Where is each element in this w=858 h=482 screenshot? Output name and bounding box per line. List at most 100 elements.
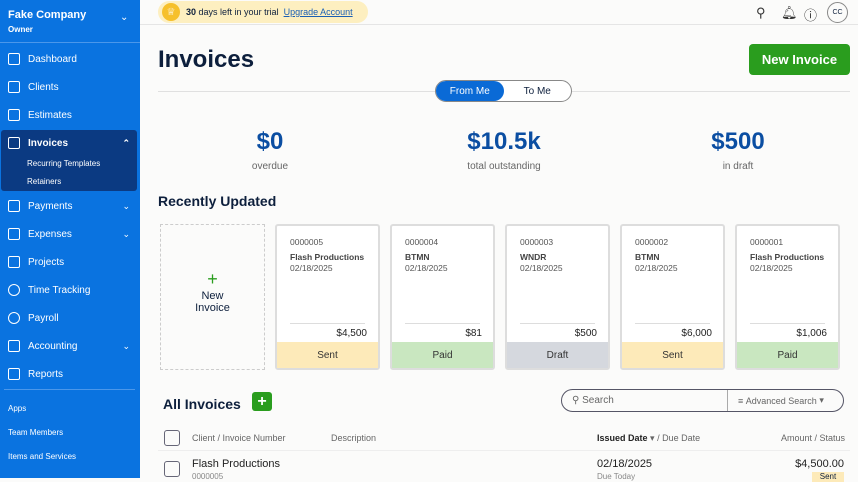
divider	[290, 323, 365, 324]
add-invoice-button[interactable]: +	[252, 392, 272, 411]
invoice-card[interactable]: 0000001 Flash Productions 02/18/2025 $1,…	[735, 224, 840, 370]
sidebar-item-clients[interactable]: Clients	[0, 74, 140, 100]
row-issued: 02/18/2025	[597, 458, 653, 470]
divider	[750, 323, 825, 324]
select-all-checkbox[interactable]	[164, 430, 180, 446]
column-client[interactable]: Client / Invoice Number	[192, 433, 286, 443]
sidebar-item-time-tracking[interactable]: Time Tracking	[0, 277, 140, 303]
client-name: Flash Productions	[750, 252, 825, 262]
invoice-card[interactable]: 0000003 WNDR 02/18/2025 $500 Draft	[505, 224, 610, 370]
column-amount[interactable]: Amount / Status	[780, 433, 845, 443]
invoice-card[interactable]: 0000004 BTMN 02/18/2025 $81 Paid	[390, 224, 495, 370]
client-name: Flash Productions	[290, 252, 365, 262]
bell-icon[interactable]: 🔔︎	[781, 5, 798, 20]
invoice-card[interactable]: 0000005 Flash Productions 02/18/2025 $4,…	[275, 224, 380, 370]
chevron-down-icon: ⌄	[122, 200, 130, 211]
sidebar-item-reports[interactable]: Reports	[0, 361, 140, 387]
sidebar-item-projects[interactable]: Projects	[0, 249, 140, 275]
column-due[interactable]: / Due Date	[657, 433, 701, 443]
sidebar-item-expenses[interactable]: Expenses ⌄	[0, 221, 140, 247]
plus-icon: +	[207, 269, 218, 289]
status-badge: Paid	[737, 342, 838, 368]
status-badge: Sent	[277, 342, 378, 368]
active-section	[1, 130, 137, 191]
page-title: Invoices	[158, 46, 255, 73]
sidebar-item-estimates[interactable]: Estimates	[0, 102, 140, 128]
invoice-number: 0000001	[750, 237, 784, 247]
sidebar-item-invoices[interactable]: Invoices ⌃	[0, 130, 140, 156]
company-switcher[interactable]: Fake Company Owner	[8, 9, 86, 34]
invoice-number: 0000004	[405, 237, 439, 247]
status-badge: Sent	[622, 342, 723, 368]
invoice-card[interactable]: 0000002 BTMN 02/18/2025 $6,000 Sent	[620, 224, 725, 370]
tab-to-me[interactable]: To Me	[523, 85, 551, 97]
column-issued[interactable]: Issued Date	[597, 433, 648, 443]
people-icon	[8, 312, 20, 324]
row-checkbox[interactable]	[164, 461, 180, 477]
invoice-amount: $81	[465, 328, 482, 339]
client-name: WNDR	[520, 252, 547, 262]
column-description[interactable]: Description	[331, 433, 377, 443]
accounting-icon	[8, 340, 20, 352]
invoice-date: 02/18/2025	[635, 263, 678, 273]
divider	[158, 450, 850, 451]
sidebar-item-retainers[interactable]: Retainers	[27, 177, 62, 186]
estimates-icon	[8, 109, 20, 121]
stat-value: $0	[256, 128, 284, 155]
invoice-amount: $500	[574, 328, 597, 339]
label: Projects	[28, 256, 65, 268]
help-icon[interactable]: ⓘ	[804, 8, 818, 23]
chevron-down-icon: ⌄	[122, 228, 130, 239]
sidebar-item-payments[interactable]: Payments ⌄	[0, 193, 140, 219]
label: Clients	[28, 81, 59, 93]
chevron-down-icon[interactable]: ⌄	[120, 12, 129, 23]
row-amount: $4,500.00	[795, 458, 844, 470]
divider	[635, 323, 710, 324]
upgrade-link[interactable]: Upgrade Account	[283, 7, 353, 17]
status-badge: Draft	[507, 342, 608, 368]
divider	[405, 323, 480, 324]
sidebar-item-apps[interactable]: Apps	[8, 404, 27, 413]
invoice-date: 02/18/2025	[750, 263, 793, 273]
clients-icon	[8, 81, 20, 93]
stat-overdue[interactable]: $0 overdue	[170, 128, 370, 174]
sidebar-item-dashboard[interactable]: Dashboard	[0, 46, 140, 72]
invoice-amount: $1,006	[796, 328, 827, 339]
avatar[interactable]: CC	[827, 2, 848, 23]
invoice-number: 0000003	[520, 237, 554, 247]
chevron-down-icon: ⌄	[122, 340, 130, 351]
sidebar-item-items-services[interactable]: Items and Services	[8, 452, 77, 461]
row-client[interactable]: Flash Productions	[192, 458, 281, 470]
divider	[520, 323, 595, 324]
sidebar-item-team-members[interactable]: Team Members	[8, 428, 64, 437]
invoice-number: 0000005	[290, 237, 324, 247]
search-input[interactable]: ⚲ Search	[572, 395, 614, 406]
search-icon[interactable]: ⚲	[756, 5, 766, 20]
stat-label: in draft	[722, 161, 754, 172]
projects-icon	[8, 256, 20, 268]
sidebar: Fake Company Owner ⌄ Dashboard Clients Es…	[0, 0, 140, 478]
sidebar-item-payroll[interactable]: Payroll	[0, 305, 140, 331]
invoice-date: 02/18/2025	[520, 263, 563, 273]
label: New Invoice	[195, 290, 230, 314]
sidebar-item-recurring-templates[interactable]: Recurring Templates	[27, 159, 101, 168]
stat-label: overdue	[251, 161, 289, 172]
new-invoice-button[interactable]: New Invoice	[749, 44, 850, 75]
label: Payments	[28, 200, 73, 212]
reports-icon	[8, 368, 20, 380]
label: Invoices	[28, 137, 69, 149]
stat-draft[interactable]: $500 in draft	[638, 128, 838, 174]
sidebar-item-accounting[interactable]: Accounting ⌄	[0, 333, 140, 359]
client-name: BTMN	[405, 252, 430, 262]
invoice-number: 0000002	[635, 237, 669, 247]
stat-outstanding[interactable]: $10.5k total outstanding	[404, 128, 604, 174]
tab-from-me[interactable]: From Me	[436, 81, 504, 101]
role: Owner	[8, 25, 33, 34]
divider	[140, 24, 858, 25]
new-invoice-card[interactable]: + New Invoice	[160, 224, 265, 370]
crown-icon: ♕	[162, 3, 180, 21]
expenses-icon	[8, 228, 20, 240]
advanced-search-button[interactable]: ≡ Advanced Search ▾	[727, 390, 824, 411]
label: Estimates	[28, 109, 72, 121]
trial-banner: ♕ 30 days left in your trial Upgrade Accou…	[158, 1, 368, 23]
